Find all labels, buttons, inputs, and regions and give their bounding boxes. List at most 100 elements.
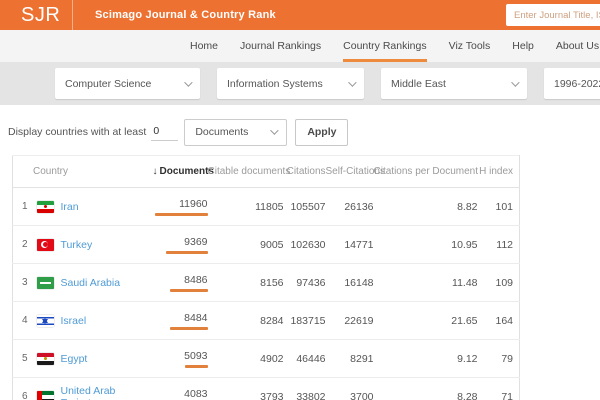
year-range-select[interactable]: 1996-2022	[544, 68, 600, 99]
self-citations-value: 8291	[325, 339, 374, 378]
region-value: Middle East	[391, 77, 446, 90]
nav-item-help[interactable]: Help	[512, 40, 534, 52]
self-citations-value: 22619	[325, 301, 374, 340]
h-index-value: 71	[477, 377, 520, 400]
sjr-logo[interactable]: SJR	[21, 3, 61, 26]
search-box	[506, 4, 600, 26]
israel-flag-icon	[36, 314, 54, 327]
citable-documents-value: 4902	[207, 339, 284, 378]
country-link[interactable]: Saudi Arabia	[60, 276, 121, 289]
documents-value: 8484	[184, 311, 208, 324]
citations-value: 102630	[283, 225, 326, 264]
apply-button[interactable]: Apply	[295, 118, 349, 146]
display-controls: Display countries with at least Document…	[8, 118, 600, 146]
h-index-value: 164	[477, 301, 520, 340]
column-header-citations[interactable]: Citations	[283, 155, 326, 188]
subject-area-value: Computer Science	[65, 77, 152, 90]
citations-value: 33802	[283, 377, 326, 400]
year-range-value: 1996-2022	[554, 77, 600, 90]
display-countries-label: Display countries with at least	[8, 126, 147, 138]
nav-item-about-us[interactable]: About Us	[555, 40, 600, 52]
subject-area-select[interactable]: Computer Science	[55, 68, 200, 99]
rank-number: 5	[12, 339, 37, 378]
table-row: 2 Turkey 9369 9005 102630 14771 10.95 112	[12, 225, 520, 264]
country-link[interactable]: Egypt	[60, 352, 88, 365]
chevron-down-icon	[184, 77, 193, 87]
h-index-value: 109	[477, 263, 520, 302]
documents-value: 8486	[184, 273, 208, 286]
citations-per-document-value: 11.48	[373, 263, 478, 302]
country-link[interactable]: Iran	[60, 200, 79, 213]
self-citations-value: 26136	[325, 187, 374, 226]
nav-item-journal-rankings[interactable]: Journal Rankings	[240, 40, 322, 52]
search-input[interactable]	[506, 4, 600, 26]
column-header-citable-documents[interactable]: Citable documents	[207, 155, 290, 188]
min-documents-input[interactable]	[151, 123, 179, 141]
table-row: 6 United Arab Emirates 408337933380237008.…	[12, 377, 520, 400]
citations-value: 183715	[283, 301, 326, 340]
self-citations-value: 14771	[325, 225, 374, 264]
column-header-country[interactable]: Country	[12, 155, 153, 188]
documents-value: 5093	[184, 349, 208, 362]
citations-per-document-value: 10.95	[373, 225, 478, 264]
documents-bar	[169, 326, 208, 330]
uae-flag-icon	[36, 390, 54, 400]
column-header-documents[interactable]: ↓ Documents	[152, 155, 214, 188]
documents-bar	[154, 212, 208, 216]
metric-value: Documents	[195, 126, 249, 138]
table-row: 1 Iran 11960 11805 105507 26136 8.82 101	[12, 187, 520, 226]
nav-item-home[interactable]: Home	[190, 40, 219, 52]
table-row: 5 Egypt 5093 4902 46446 8291 9.12 79	[12, 339, 520, 378]
subject-category-select[interactable]: Information Systems	[217, 68, 364, 99]
rank-number: 4	[12, 301, 37, 340]
citations-per-document-value: 8.28	[373, 377, 478, 400]
turkey-flag-icon	[36, 238, 54, 251]
citations-per-document-value: 9.12	[373, 339, 478, 378]
documents-value: 9369	[184, 235, 208, 248]
top-header: SJR Scimago Journal & Country Rank	[0, 0, 600, 30]
logo-block[interactable]: SJR	[0, 0, 73, 30]
citations-value: 46446	[283, 339, 326, 378]
saudi-flag-icon	[36, 276, 54, 289]
citable-documents-value: 11805	[207, 187, 284, 226]
table-row: 3 Saudi Arabia 8486 8156 97436 16148 11.48 109	[12, 263, 520, 302]
documents-bar	[165, 250, 208, 254]
citations-value: 105507	[283, 187, 326, 226]
main-nav: Home Journal Rankings Country Rankings V…	[0, 30, 600, 62]
citable-documents-value: 8156	[207, 263, 284, 302]
nav-item-country-rankings[interactable]: Country Rankings	[343, 30, 427, 62]
citations-per-document-value: 8.82	[373, 187, 478, 226]
country-ranking-table: Country ↓ Documents Citable documents Cit…	[12, 155, 521, 400]
chevron-down-icon	[348, 77, 357, 87]
documents-value: 11960	[179, 197, 208, 210]
nav-item-viz-tools[interactable]: Viz Tools	[448, 40, 491, 52]
filter-bar: Computer Science Information Systems Mid…	[0, 62, 600, 105]
sort-descending-icon: ↓	[152, 166, 158, 177]
self-citations-value: 3700	[325, 377, 374, 400]
country-link[interactable]: United Arab Emirates	[60, 384, 116, 400]
citable-documents-value: 8284	[207, 301, 284, 340]
country-link[interactable]: Israel	[60, 314, 87, 327]
metric-select[interactable]: Documents	[184, 118, 288, 146]
h-index-value: 79	[477, 339, 520, 378]
rank-number: 2	[12, 225, 37, 264]
self-citations-value: 16148	[325, 263, 374, 302]
citations-value: 97436	[283, 263, 326, 302]
table-row: 4 Israel 8484 8284 183715 22619 21.65 164	[12, 301, 520, 340]
documents-bar	[169, 288, 208, 292]
subject-category-value: Information Systems	[227, 77, 323, 90]
citations-per-document-value: 21.65	[373, 301, 478, 340]
chevron-down-icon	[270, 126, 279, 135]
column-header-h-index[interactable]: H index	[477, 155, 520, 188]
iran-flag-icon	[36, 200, 54, 213]
column-header-citations-per-document[interactable]: Citations per Document	[373, 155, 478, 188]
documents-bar	[184, 364, 208, 368]
country-link[interactable]: Turkey	[60, 238, 93, 251]
h-index-value: 101	[477, 187, 520, 226]
rank-number: 1	[12, 187, 37, 226]
region-select[interactable]: Middle East	[381, 68, 527, 99]
table-header-row: Country ↓ Documents Citable documents Cit…	[12, 155, 520, 188]
citable-documents-value: 9005	[207, 225, 284, 264]
column-header-self-citations[interactable]: Self-Citations	[325, 155, 385, 188]
